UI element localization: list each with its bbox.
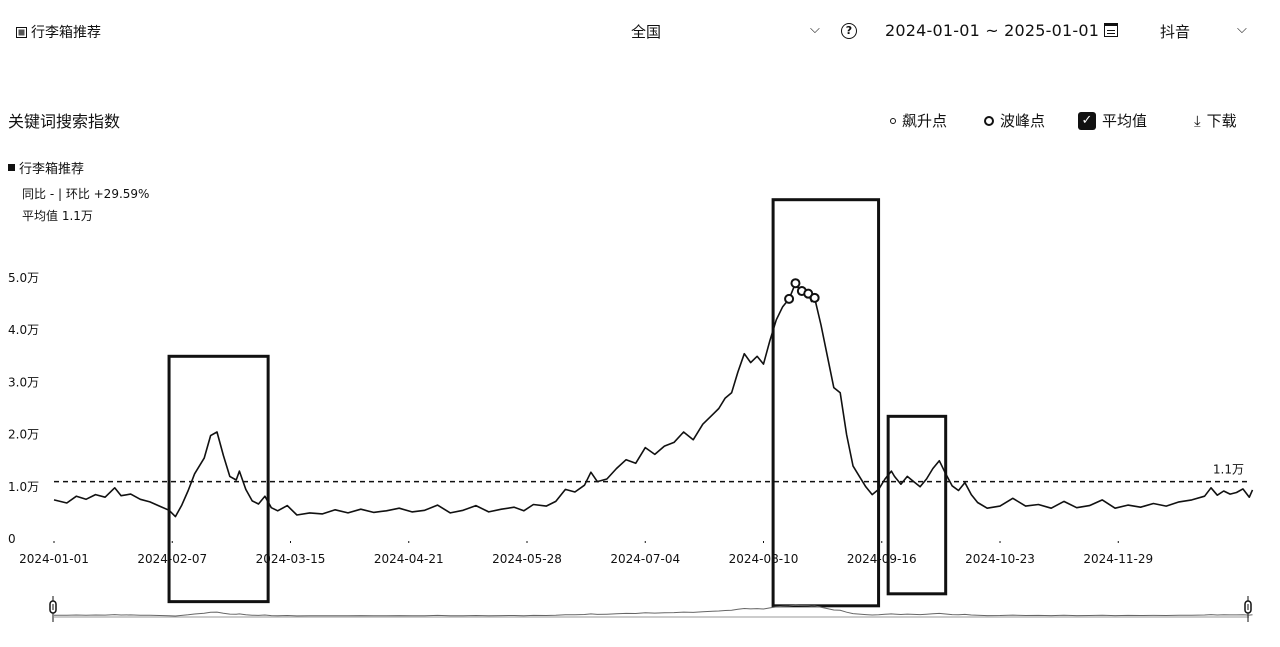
range-slider[interactable]	[49, 596, 1253, 622]
surge-point-label: 飙升点	[902, 112, 948, 130]
platform-select[interactable]: 抖音	[1160, 23, 1191, 41]
download-icon: ⤓	[1194, 111, 1201, 130]
slider-handle-left[interactable]	[49, 596, 57, 622]
download-label: 下载	[1206, 112, 1237, 130]
calendar-icon[interactable]	[1104, 23, 1118, 37]
peak-point-marker	[809, 292, 820, 303]
chevron-down-icon[interactable]: ⌵	[1237, 22, 1247, 37]
x-tick-label: 2024-05-28	[492, 552, 562, 566]
keyword-color-swatch	[16, 26, 27, 38]
x-tick-label: 2024-07-04	[610, 552, 680, 566]
peak-point-marker	[784, 293, 795, 304]
peak-point-toggle[interactable]: 波峰点	[984, 110, 1045, 131]
slider-handle-right[interactable]	[1244, 596, 1252, 622]
x-tick-label: 2024-04-21	[374, 552, 444, 566]
y-tick-label: 0	[8, 532, 16, 546]
peak-point-label: 波峰点	[1000, 112, 1046, 130]
average-line-label: 1.1万	[1213, 463, 1244, 477]
legend-label: 行李箱推荐	[19, 162, 85, 177]
slider-preview-line	[53, 604, 1253, 617]
x-tick-label: 2024-11-29	[1083, 552, 1153, 566]
average-stat: 平均值 1.1万	[22, 209, 93, 223]
average-toggle-label: 平均值	[1102, 112, 1148, 130]
chevron-down-icon[interactable]: ⌵	[810, 22, 820, 37]
checkbox-checked-icon[interactable]: ✓	[1078, 111, 1096, 130]
y-tick-label: 4.0万	[8, 323, 39, 337]
peak-point-marker	[790, 278, 801, 289]
average-toggle[interactable]: ✓ 平均值	[1078, 110, 1147, 131]
keyword-label: 行李箱推荐	[31, 25, 101, 41]
surge-point-icon	[890, 117, 896, 124]
date-range-picker[interactable]: 2024-01-01 ~ 2025-01-01	[885, 21, 1100, 40]
y-axis: 0 1.0万 2.0万 3.0万 4.0万 5.0万	[8, 271, 39, 546]
peak-markers	[784, 278, 820, 304]
series-legend[interactable]: 行李箱推荐	[8, 158, 84, 177]
x-tick-label: 2024-08-10	[729, 552, 799, 566]
highlight-box	[771, 198, 881, 608]
series-line	[53, 282, 1254, 518]
highlight-box	[167, 354, 270, 604]
download-button[interactable]: ⤓ 下载	[1194, 110, 1237, 131]
help-icon[interactable]: ?	[841, 23, 857, 39]
x-tick-label: 2024-09-16	[847, 552, 917, 566]
region-select[interactable]: 全国	[631, 23, 662, 41]
x-tick-label: 2024-02-07	[137, 552, 207, 566]
y-tick-label: 3.0万	[8, 375, 39, 389]
y-tick-label: 5.0万	[8, 271, 39, 285]
yoy-mom-stats: 同比 - | 环比 +29.59%	[22, 187, 150, 201]
legend-swatch	[8, 164, 15, 171]
keyword-tag[interactable]: 行李箱推荐	[16, 22, 101, 42]
x-tick-label: 2024-10-23	[965, 552, 1035, 566]
x-axis: 2024-01-01 2024-02-07 2024-03-15 2024-04-21…	[19, 541, 1153, 566]
highlight-boxes	[167, 198, 948, 608]
peak-point-icon	[984, 115, 994, 126]
top-toolbar: 行李箱推荐 全国 ⌵ ? 2024-01-01 ~ 2025-01-01 抖音 …	[0, 0, 1280, 62]
surge-point-toggle[interactable]: 飙升点	[890, 110, 947, 131]
x-tick-label: 2024-03-15	[256, 552, 326, 566]
highlight-box	[886, 414, 948, 596]
x-tick-label: 2024-01-01	[19, 552, 89, 566]
panel-title: 关键词搜索指数	[8, 112, 121, 131]
y-tick-label: 1.0万	[8, 480, 39, 494]
y-tick-label: 2.0万	[8, 428, 39, 442]
